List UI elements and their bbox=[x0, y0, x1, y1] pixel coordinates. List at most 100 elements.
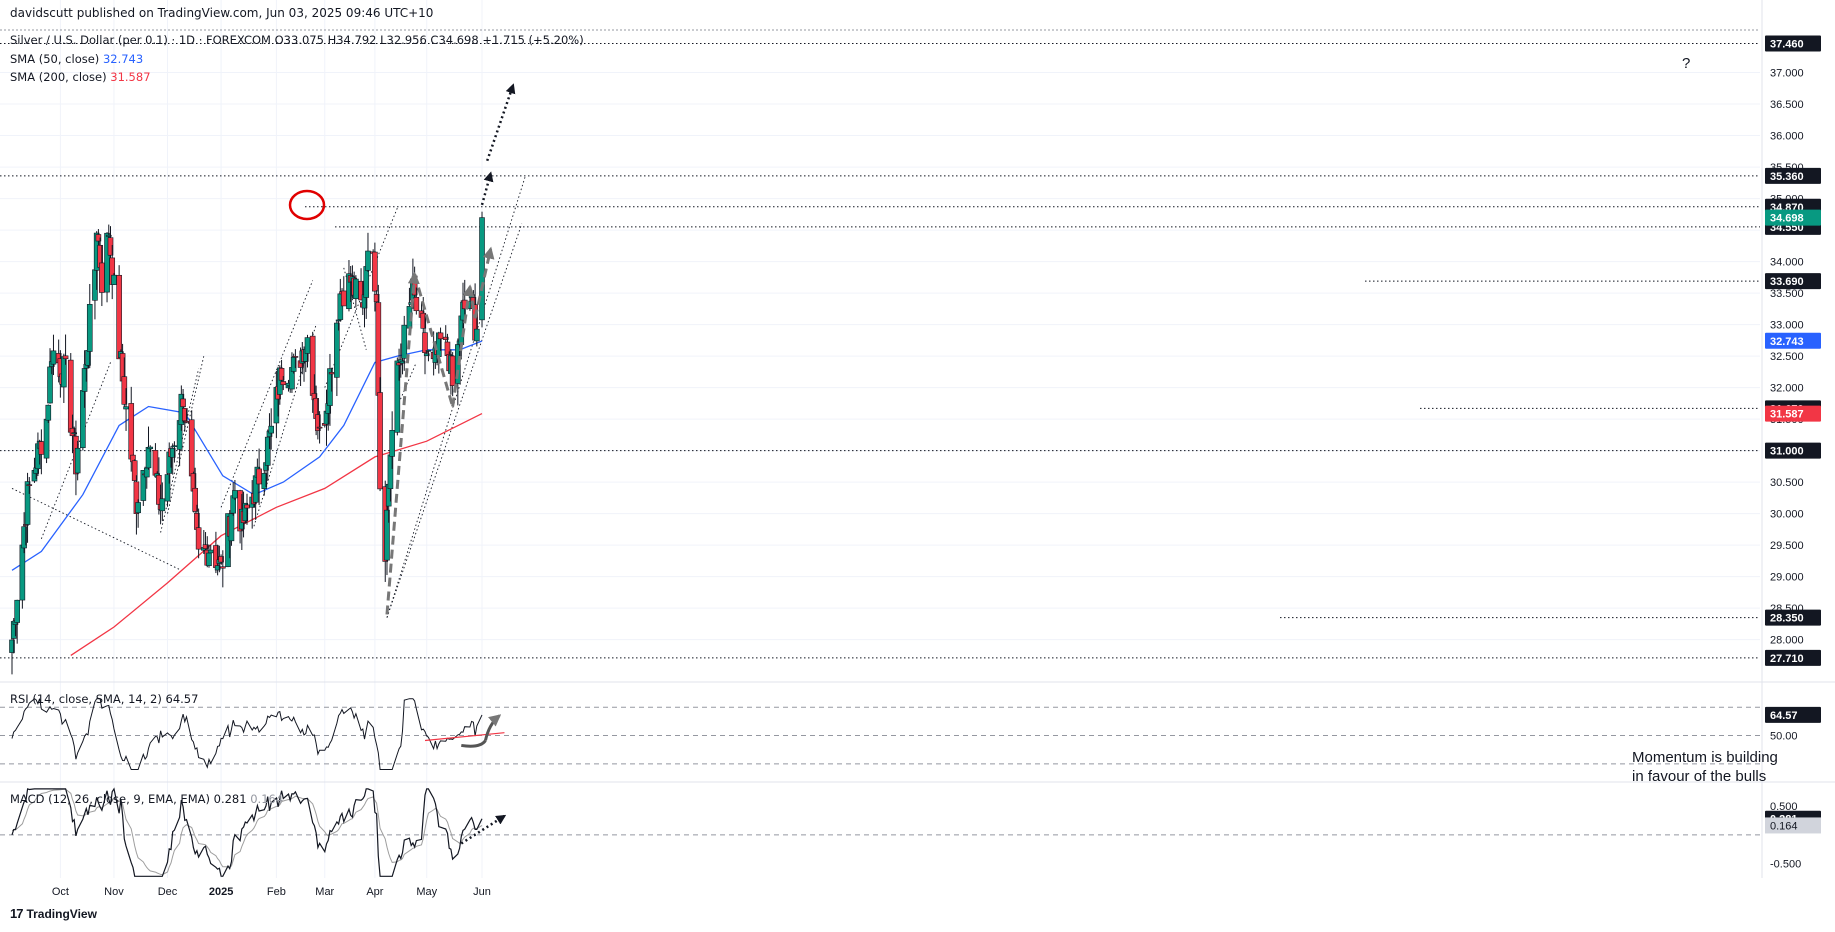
candle-body bbox=[399, 360, 406, 364]
level-tag: 28.350 bbox=[1770, 613, 1804, 625]
sma200-legend-label: SMA (200, close) bbox=[10, 70, 107, 84]
candle-body bbox=[159, 498, 166, 512]
projection-arrow-gray bbox=[473, 246, 495, 319]
sma200-tag-bg bbox=[1765, 405, 1821, 422]
publish-line: davidscutt published on TradingView.com,… bbox=[10, 6, 434, 20]
rsi-pane bbox=[0, 698, 1760, 770]
candle-body bbox=[479, 217, 485, 321]
macd-signal-tag: 0.164 bbox=[1770, 820, 1798, 832]
candle-body bbox=[192, 487, 198, 512]
projection-arrow-gray bbox=[468, 286, 477, 319]
candle-body bbox=[278, 368, 285, 381]
time-tick-label: 2025 bbox=[209, 886, 233, 898]
candle-body bbox=[69, 427, 76, 437]
candle-body bbox=[335, 319, 342, 322]
candle-body bbox=[425, 350, 432, 352]
candle-body bbox=[316, 426, 323, 429]
candle-body bbox=[171, 445, 178, 448]
rsi-legend-label: RSI (14, close, SMA, 14, 2) bbox=[10, 692, 162, 706]
candle-body bbox=[328, 372, 335, 375]
price-tick-label: 36.000 bbox=[1770, 131, 1804, 143]
sma50-polyline bbox=[11, 340, 483, 571]
rsi-legend[interactable]: RSI (14, close, SMA, 14, 2) 64.57 bbox=[10, 692, 198, 706]
candle-body bbox=[413, 297, 420, 312]
trendline bbox=[11, 488, 182, 571]
candle-body bbox=[207, 549, 214, 554]
macd-legend[interactable]: MACD (12, 26, close, 9, EMA, EMA) 0.281 … bbox=[10, 792, 283, 806]
candle-body bbox=[423, 353, 430, 357]
candle-body bbox=[140, 470, 147, 501]
time-tick-label: Feb bbox=[267, 886, 286, 898]
candle-body bbox=[420, 312, 427, 329]
candle-body bbox=[24, 481, 31, 525]
rsi-curve-arrow bbox=[461, 739, 487, 748]
candle-body bbox=[377, 392, 383, 490]
candle-body bbox=[261, 473, 268, 489]
candle-body bbox=[228, 513, 235, 542]
tradingview-logo[interactable]: 17 TradingView bbox=[10, 906, 97, 921]
candle-body bbox=[389, 430, 395, 457]
candle-body bbox=[373, 293, 380, 303]
candle-body bbox=[220, 566, 226, 569]
candle-body bbox=[232, 490, 238, 499]
candle-body bbox=[195, 527, 202, 550]
price-tick-label: 29.000 bbox=[1770, 572, 1804, 584]
candle-body bbox=[218, 556, 224, 563]
price-tag: 34.698 bbox=[1770, 213, 1804, 225]
macd-legend-signal: 0.164 bbox=[250, 792, 284, 806]
candle-body bbox=[353, 278, 359, 300]
price-tick-label: 32.000 bbox=[1770, 383, 1804, 395]
trendlines bbox=[11, 176, 526, 618]
candle-body bbox=[133, 481, 140, 514]
candle-body bbox=[206, 552, 212, 567]
time-tick-label: May bbox=[416, 886, 437, 898]
sma200-line bbox=[70, 413, 483, 656]
level-tag-bg bbox=[1765, 442, 1821, 459]
time-axis: Oct Nov Dec 2025 Feb Mar Apr May Jun bbox=[52, 886, 491, 898]
rsi-value-tag-bg bbox=[1765, 706, 1821, 723]
candle-body bbox=[71, 432, 78, 435]
candle-body bbox=[99, 262, 105, 293]
sma50-legend-label: SMA (50, close) bbox=[10, 52, 100, 66]
candle-body bbox=[182, 408, 188, 422]
rsi-trendline bbox=[424, 732, 505, 742]
candle-body bbox=[9, 639, 15, 653]
candle-body bbox=[62, 355, 69, 360]
trendline bbox=[220, 280, 314, 508]
macd-line bbox=[11, 787, 483, 877]
projection-arrows bbox=[385, 83, 516, 615]
level-tag: 31.000 bbox=[1770, 446, 1804, 458]
price-tick-label: 33.500 bbox=[1770, 288, 1804, 300]
price-tick-label: 30.000 bbox=[1770, 509, 1804, 521]
candle-body bbox=[116, 274, 122, 360]
candle-body bbox=[244, 504, 250, 509]
sma200-legend[interactable]: SMA (200, close) 31.587 bbox=[10, 70, 151, 84]
trendline bbox=[386, 223, 523, 618]
candle-body bbox=[47, 366, 53, 404]
symbol-legend[interactable]: Silver / U.S. Dollar (per 0.1) · 1D · FO… bbox=[10, 33, 584, 47]
candle-body bbox=[45, 404, 52, 421]
sma50-line bbox=[11, 340, 483, 571]
rsi-legend-value: 64.57 bbox=[165, 692, 199, 706]
time-tick-label: Oct bbox=[52, 886, 69, 898]
rsi-tick-label: 50.00 bbox=[1770, 731, 1798, 743]
time-tick-label: Jun bbox=[473, 886, 491, 898]
projection-arrow-long bbox=[486, 83, 516, 162]
candle-body bbox=[14, 599, 20, 623]
candle-body bbox=[121, 376, 128, 405]
time-tick-label: Nov bbox=[104, 886, 124, 898]
candle-body bbox=[188, 419, 195, 477]
candle-body bbox=[105, 234, 112, 237]
level-tag-bg bbox=[1765, 609, 1821, 626]
rsi-curve-arrow-tip bbox=[484, 714, 502, 741]
candle-body bbox=[315, 414, 321, 431]
annotation-line-1: Momentum is building bbox=[1632, 749, 1778, 766]
macd-legend-value: 0.281 bbox=[213, 792, 247, 806]
sma50-legend[interactable]: SMA (50, close) 32.743 bbox=[10, 52, 143, 66]
candle-body bbox=[264, 436, 271, 466]
candle-body bbox=[256, 468, 262, 485]
sma200-polyline bbox=[70, 413, 483, 656]
price-tick-label: 34.000 bbox=[1770, 257, 1804, 269]
sma50-tag: 32.743 bbox=[1770, 336, 1804, 348]
candle-body bbox=[474, 328, 480, 342]
